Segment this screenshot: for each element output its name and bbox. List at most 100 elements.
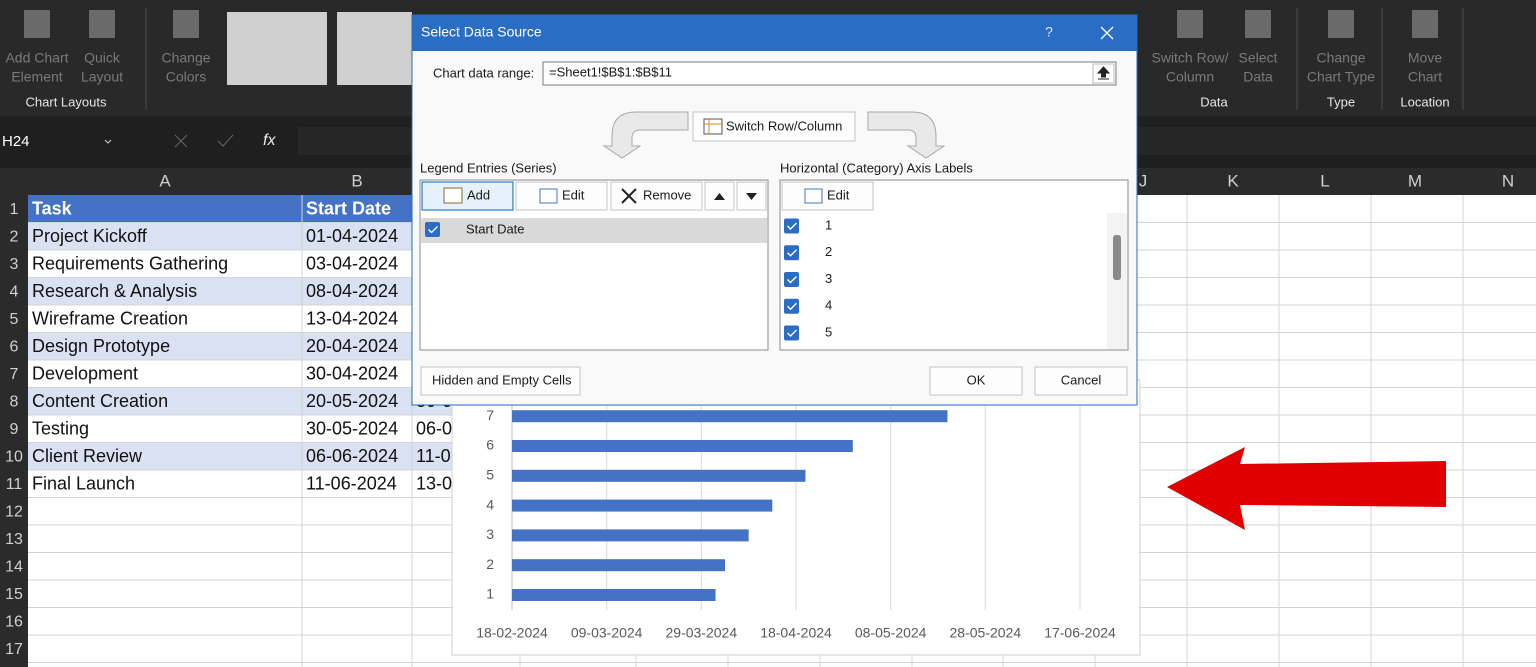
ribbon-button-label[interactable]: Add Chart xyxy=(5,50,68,66)
axis-label-checkbox[interactable] xyxy=(784,272,799,287)
cell-text[interactable]: Start Date xyxy=(306,199,391,219)
axis-label-item: 3 xyxy=(825,271,832,286)
row-header[interactable]: 4 xyxy=(10,283,19,300)
help-button[interactable]: ? xyxy=(1045,24,1053,40)
axis-label-checkbox[interactable] xyxy=(784,326,799,341)
ribbon-button-label[interactable]: Change xyxy=(161,50,210,66)
y-tick-label: 1 xyxy=(486,586,494,602)
ribbon-button-label[interactable]: Move xyxy=(1408,50,1442,66)
ribbon-button-label[interactable]: Quick xyxy=(84,50,121,66)
cell-text[interactable]: 08-04-2024 xyxy=(306,281,398,301)
row-header[interactable]: 10 xyxy=(5,448,23,465)
cell-text[interactable]: Client Review xyxy=(32,446,143,466)
cell-text[interactable]: Wireframe Creation xyxy=(32,309,188,329)
column-header[interactable]: K xyxy=(1227,171,1239,190)
cell-text[interactable]: 13-04-2024 xyxy=(306,309,398,329)
cell-text[interactable]: 30-04-2024 xyxy=(306,364,398,384)
x-tick-label: 18-02-2024 xyxy=(476,625,548,641)
axis-label-item: 4 xyxy=(825,298,832,313)
row-header[interactable]: 7 xyxy=(10,366,19,383)
ribbon-button-label[interactable]: Change xyxy=(1316,50,1365,66)
ribbon-button-label[interactable]: Select xyxy=(1239,50,1278,66)
row-header[interactable]: 8 xyxy=(10,393,19,410)
column-header[interactable]: L xyxy=(1320,171,1329,190)
row-header[interactable]: 15 xyxy=(5,586,23,603)
row-header[interactable]: 2 xyxy=(10,228,19,245)
ribbon-icon[interactable] xyxy=(1245,10,1271,38)
bar xyxy=(512,589,716,601)
ribbon-button-label[interactable]: Element xyxy=(11,69,62,85)
axis-label-checkbox[interactable] xyxy=(784,299,799,314)
bar xyxy=(512,470,805,482)
ribbon-button-label[interactable]: Data xyxy=(1243,69,1273,85)
cell-text[interactable]: 06-0 xyxy=(416,419,452,439)
y-tick-label: 3 xyxy=(486,526,494,542)
cell-text[interactable]: 20-05-2024 xyxy=(306,391,398,411)
row-header[interactable]: 11 xyxy=(6,476,23,493)
ribbon-icon[interactable] xyxy=(1412,10,1438,38)
series-checkbox[interactable] xyxy=(425,222,440,237)
x-tick-label: 29-03-2024 xyxy=(666,625,738,641)
add-icon xyxy=(444,188,462,203)
cell-text[interactable]: Research & Analysis xyxy=(32,281,197,301)
row-header[interactable]: 5 xyxy=(10,311,19,328)
cell-text[interactable]: 13-0 xyxy=(416,474,452,494)
ribbon-group-label: Chart Layouts xyxy=(26,94,107,109)
bar xyxy=(512,440,853,452)
ribbon-icon[interactable] xyxy=(24,10,50,38)
ribbon-icon[interactable] xyxy=(89,10,115,38)
ribbon-button-label[interactable]: Switch Row/ xyxy=(1151,50,1228,66)
column-header[interactable]: A xyxy=(159,171,171,190)
ribbon-button-label[interactable]: Colors xyxy=(166,69,206,85)
edit-series-label: Edit xyxy=(562,187,585,202)
cell-text[interactable]: Development xyxy=(32,364,138,384)
row-header[interactable]: 9 xyxy=(10,421,19,438)
cell-text[interactable]: Task xyxy=(32,199,73,219)
row-header[interactable]: 1 xyxy=(10,201,19,218)
cell-text[interactable]: 11-0 xyxy=(416,446,451,466)
y-tick-label: 4 xyxy=(486,496,494,512)
cell-text[interactable]: Testing xyxy=(32,419,89,439)
y-tick-label: 5 xyxy=(486,467,494,483)
axis-label-checkbox[interactable] xyxy=(784,245,799,260)
ribbon-button-label[interactable]: Chart xyxy=(1408,69,1442,85)
column-header[interactable]: M xyxy=(1408,171,1422,190)
cell-text[interactable]: Project Kickoff xyxy=(32,226,148,246)
row-header[interactable]: 14 xyxy=(5,558,23,575)
scrollbar-thumb[interactable] xyxy=(1113,235,1121,280)
cell-text[interactable]: 30-05-2024 xyxy=(306,419,398,439)
name-box[interactable]: H24 xyxy=(2,133,30,150)
cell-text[interactable]: 06-06-2024 xyxy=(306,446,398,466)
ribbon-icon[interactable] xyxy=(173,10,199,38)
remove-label: Remove xyxy=(643,187,691,202)
axis-labels-heading: Horizontal (Category) Axis Labels xyxy=(780,160,973,175)
ribbon-button-label[interactable]: Column xyxy=(1166,69,1214,85)
cell-text[interactable]: 03-04-2024 xyxy=(306,254,398,274)
cell-text[interactable]: 20-04-2024 xyxy=(306,336,398,356)
column-header[interactable]: J xyxy=(1139,171,1148,190)
row-header[interactable]: 12 xyxy=(5,503,23,520)
row-header[interactable]: 3 xyxy=(10,256,19,273)
ribbon-icon[interactable] xyxy=(1328,10,1354,38)
ribbon-button-label[interactable]: Chart Type xyxy=(1307,69,1375,85)
ribbon-button-label[interactable]: Layout xyxy=(81,69,123,85)
ribbon-icon[interactable] xyxy=(1177,10,1203,38)
cell-text[interactable]: Requirements Gathering xyxy=(32,254,228,274)
ribbon-group-label: Data xyxy=(1200,94,1228,109)
column-header[interactable]: N xyxy=(1502,171,1514,190)
column-header[interactable]: B xyxy=(351,171,362,190)
axis-label-checkbox[interactable] xyxy=(784,219,799,234)
cell-text[interactable]: Final Launch xyxy=(32,474,135,494)
row-header[interactable]: 6 xyxy=(10,338,19,355)
row-header[interactable]: 13 xyxy=(5,531,23,548)
row-header[interactable]: 17 xyxy=(5,641,23,658)
row-header[interactable]: 16 xyxy=(5,613,23,630)
function-button[interactable]: fx xyxy=(263,132,276,149)
cell-text[interactable]: 11-06-2024 xyxy=(306,474,397,494)
cell-text[interactable]: Content Creation xyxy=(32,391,168,411)
cell-text[interactable]: Design Prototype xyxy=(32,336,170,356)
bar xyxy=(512,559,725,571)
axis-label-item: 2 xyxy=(825,244,832,259)
cell-text[interactable]: 01-04-2024 xyxy=(306,226,398,246)
